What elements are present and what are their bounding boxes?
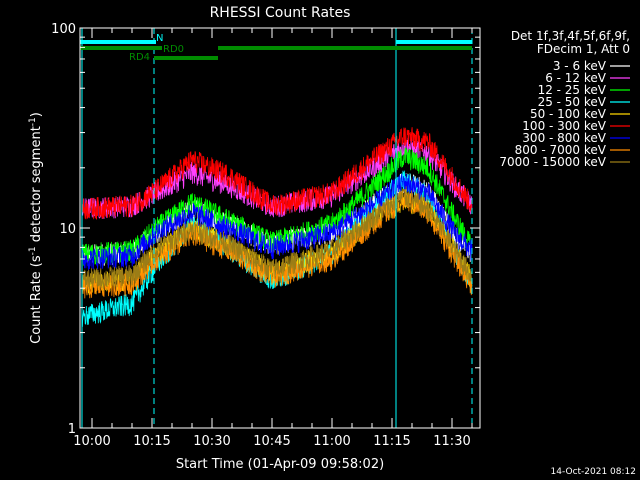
- y-tick-label-0: 1: [68, 422, 76, 437]
- y-axis-ticks: 1 10 100: [51, 22, 480, 437]
- x-tick-label-5: 11:15: [373, 434, 410, 449]
- flag-label-2: RD4: [129, 52, 150, 63]
- x-tick-label-6: 11:30: [433, 434, 470, 449]
- legend-label-6: 300 - 800 keV: [522, 131, 606, 145]
- series-traces: [81, 127, 473, 327]
- legend-label-4: 50 - 100 keV: [530, 107, 607, 121]
- x-axis-label: Start Time (01-Apr-09 09:58:02): [176, 457, 384, 472]
- y-tick-label-1: 10: [59, 222, 76, 237]
- legend: Det 1f,3f,4f,5f,6f,9f, FDecim 1, Att 0 3…: [499, 29, 630, 169]
- chart-title: RHESSI Count Rates: [210, 5, 351, 21]
- legend-label-0: 3 - 6 keV: [553, 59, 607, 73]
- x-tick-label-3: 10:45: [253, 434, 290, 449]
- flag-label-1: RD0: [163, 44, 184, 55]
- series-line-3: [81, 170, 473, 327]
- x-tick-label-2: 10:30: [193, 434, 230, 449]
- series-line-2: [81, 147, 473, 266]
- series-line-6: [81, 173, 473, 271]
- series-line-5: [81, 127, 473, 220]
- vertical-markers: [81, 28, 473, 428]
- x-tick-label-4: 11:00: [313, 434, 350, 449]
- x-axis-ticks: 10:00 10:15 10:30 10:45 11:00 11:15 11:30: [73, 28, 473, 449]
- flag-label-0: N: [156, 33, 163, 44]
- y-axis-label: Count Rate (s-1 detector segment-1): [28, 112, 44, 344]
- y-tick-label-2: 100: [51, 22, 76, 37]
- legend-label-1: 6 - 12 keV: [545, 71, 607, 85]
- series-line-8: [81, 186, 473, 292]
- legend-label-3: 25 - 50 keV: [538, 95, 607, 109]
- x-tick-label-0: 10:00: [73, 434, 110, 449]
- legend-label-5: 100 - 300 keV: [522, 119, 606, 133]
- legend-header-line-1: Det 1f,3f,4f,5f,6f,9f,: [511, 29, 630, 43]
- legend-label-7: 800 - 7000 keV: [515, 143, 607, 157]
- legend-header-line-2: FDecim 1, Att 0: [537, 42, 630, 56]
- x-tick-label-1: 10:15: [133, 434, 170, 449]
- legend-label-8: 7000 - 15000 keV: [499, 155, 606, 169]
- legend-label-2: 12 - 25 keV: [538, 83, 607, 97]
- timestamp: 14-Oct-2021 08:12: [551, 467, 636, 477]
- series-line-7: [81, 189, 473, 299]
- plot-frame: [79, 27, 481, 429]
